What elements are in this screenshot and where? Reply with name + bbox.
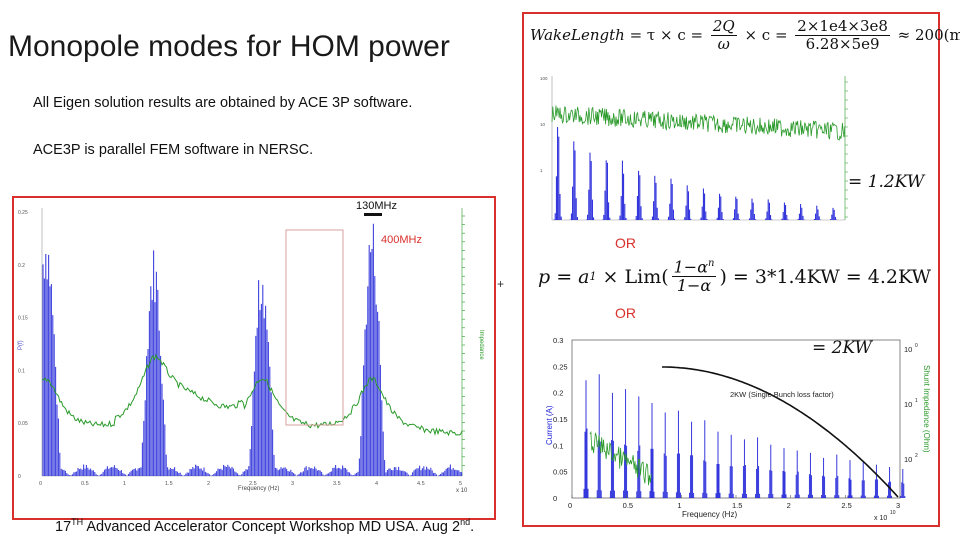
wake-eq1: = τ × c = <box>624 26 708 45</box>
left-y-tick: 0.05 <box>18 421 28 427</box>
rt-y-tick: 10 <box>540 122 546 127</box>
plus-sign: + <box>497 277 505 291</box>
rb-x-tick: 0.5 <box>623 501 633 510</box>
power-frac-num: 1−α <box>673 257 709 277</box>
left-y-tick: 0 <box>18 474 21 480</box>
left-x-tick: 2 <box>207 481 210 487</box>
right-top-spectrum-plot: 100 10 1 <box>540 76 848 221</box>
right-bottom-impedance-curve <box>589 430 652 486</box>
rb-y-tick: 0 <box>553 494 557 503</box>
left-x-tick: 2.5 <box>249 481 257 487</box>
footer-prefix: 17 <box>55 518 72 535</box>
power-frac-den: 1−α <box>676 275 712 295</box>
left-spectrum-plot: P(f) Impedance Frequency (Hz) x 10 0 0.5 1… <box>18 208 484 494</box>
power-mid: × Lim( <box>596 265 669 288</box>
rb-plot-box <box>571 339 901 499</box>
result-1-2kw: = 1.2KW <box>848 172 925 192</box>
rb-x-tick: 3 <box>896 501 900 510</box>
svg-text:x 10: x 10 <box>874 515 887 522</box>
left-y-tick: 0.2 <box>18 263 25 269</box>
rb-y-tick: 0.25 <box>553 362 568 371</box>
wake-length-equation: WakeLength = τ × c = 2Q ω × c = 2×1e4×3e8… <box>530 18 960 53</box>
rb-y-tick: 0.15 <box>553 415 568 424</box>
left-x-tick: 4 <box>375 481 378 487</box>
rb-x-exponent: x 10 10 <box>874 510 896 522</box>
rb-right-tick-sup: 2 <box>915 453 918 459</box>
rb-right-tick-sup: 0 <box>915 343 918 349</box>
left-y-tick: 0.1 <box>18 368 25 374</box>
bullet-ace3p-results: All Eigen solution results are obtained … <box>33 95 413 111</box>
loss-factor-annotation: 2KW (Single Bunch loss factor) <box>730 390 834 399</box>
footer-sup-th: TH <box>71 517 84 527</box>
rb-y-tick: 0.2 <box>553 389 563 398</box>
power-frac-num-sup: n <box>708 258 715 269</box>
rb-y-tick: 0.1 <box>553 441 563 450</box>
left-impedance-curve <box>41 353 463 437</box>
left-x-exponent: x 10 <box>456 488 468 494</box>
left-x-tick: 5 <box>459 481 462 487</box>
left-y-label: P(f) <box>18 340 24 350</box>
footer-middle: Advanced Accelerator Concept Workshop MD… <box>83 518 461 535</box>
label-400mhz: 400MHz <box>381 234 422 246</box>
wake-frac2-den: 6.28×5e9 <box>805 34 880 53</box>
left-x-label: Frequency (Hz) <box>238 486 279 492</box>
left-y-right-label: Impedance <box>478 330 484 360</box>
rt-y-tick: 1 <box>540 168 543 173</box>
left-x-tick: 0 <box>39 481 42 487</box>
wake-frac2-num: 2×1e4×3e8 <box>795 17 890 36</box>
rb-y-tick: 0.05 <box>553 468 568 477</box>
result-2kw: = 2KW <box>812 338 873 358</box>
or-label-1: OR <box>615 235 636 251</box>
left-x-tick: 3 <box>291 481 294 487</box>
or-label-2: OR <box>615 305 636 321</box>
left-x-tick: 1 <box>123 481 126 487</box>
left-x-tick: 0.5 <box>81 481 89 487</box>
loss-factor-curve <box>662 366 899 498</box>
power-sub: 1 <box>589 270 597 284</box>
bullet-ace3p-nersc: ACE3P is parallel FEM software in NERSC. <box>33 142 314 158</box>
rb-x-tick: 1 <box>677 501 681 510</box>
left-x-tick: 4.5 <box>417 481 425 487</box>
footer-workshop: 17TH Advanced Accelerator Concept Worksh… <box>55 517 474 535</box>
wake-frac1-den: ω <box>717 34 730 53</box>
left-y-tick: 0.15 <box>18 316 28 322</box>
rb-x-label: Frequency (Hz) <box>682 510 737 519</box>
rb-y-right-label: Shunt Impedance (Ohm) <box>922 365 931 453</box>
slide-title: Monopole modes for HOM power <box>8 30 450 63</box>
left-y-tick: 0.25 <box>18 210 28 216</box>
power-lhs: p = a <box>538 265 590 288</box>
rb-y-tick: 0.3 <box>553 336 563 345</box>
footer-suffix: . <box>470 518 475 535</box>
rb-x-tick: 2.5 <box>841 501 851 510</box>
rb-right-tick: 10 <box>904 400 912 409</box>
right-bottom-spectrum-plot: 2KW (Single Bunch loss factor) Current (… <box>545 336 931 522</box>
wake-frac1-num: 2Q <box>710 17 737 36</box>
rb-x-tick: 0 <box>568 501 572 510</box>
rb-y-left-label: Current (A) <box>545 405 554 445</box>
rb-right-tick: 10 <box>904 345 912 354</box>
wake-eq3: ≈ 200(m) <box>897 26 960 45</box>
selection-box <box>285 229 344 426</box>
svg-text:10: 10 <box>890 510 896 516</box>
marker-130mhz <box>364 213 382 216</box>
rb-x-tick: 1.5 <box>732 501 742 510</box>
left-x-tick: 1.5 <box>165 481 173 487</box>
label-130mhz: 130MHz <box>356 200 397 212</box>
wake-eq2: × c = <box>739 26 793 45</box>
rb-right-tick: 10 <box>904 455 912 464</box>
right-top-impedance-curve <box>551 105 846 141</box>
rb-x-tick: 2 <box>787 501 791 510</box>
wake-lhs: WakeLength <box>530 26 625 45</box>
rt-y-tick: 100 <box>540 76 548 81</box>
footer-sup-nd: nd <box>460 517 471 527</box>
rb-right-tick-sup: 1 <box>915 398 918 404</box>
power-rhs: ) = 3*1.4KW = 4.2KW <box>719 265 931 288</box>
left-x-tick: 3.5 <box>333 481 341 487</box>
